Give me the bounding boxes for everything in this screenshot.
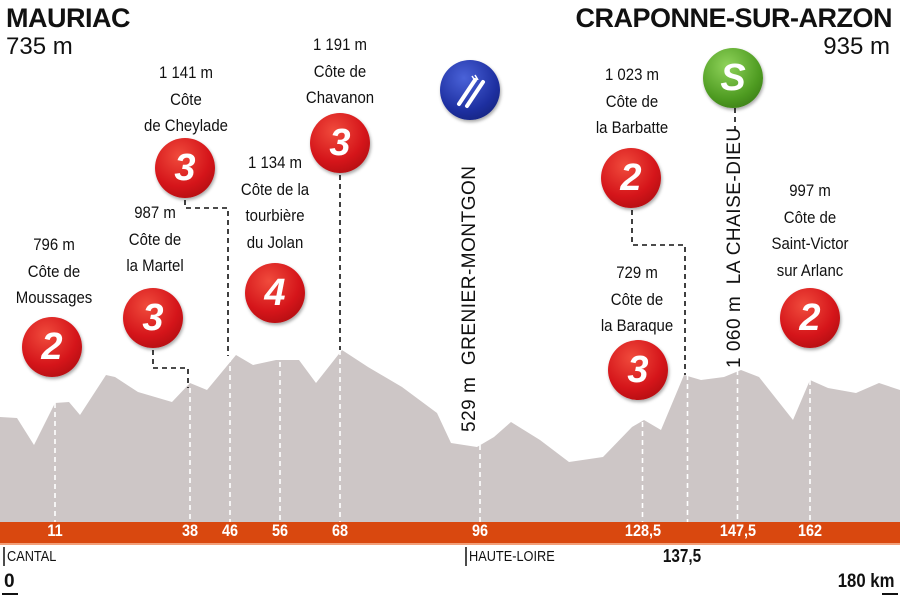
climb-label-martel: 987 m Côte de la Martel [126,203,184,275]
leader-barbatte [631,210,686,375]
climb-category-badge: 3 [123,288,183,348]
climb-label-jolan: 1 134 m Côte de la tourbière du Jolan [240,153,310,252]
km-label: 11 [47,521,63,540]
distance-bar [0,522,900,543]
km-label: 128,5 [624,521,661,540]
finish-city: CRAPONNE-SUR-ARZON [575,3,893,33]
climb-label-moussages: 796 m Côte de Moussages [15,235,93,307]
elevation-profile [0,350,900,522]
climb-category-badge: 3 [310,113,370,173]
finish-altitude: 935 m [823,33,890,60]
department-haute-loire: HAUTE-LOIRE [469,548,555,565]
climb-label-baraque: 729 m Côte de la Baraque [600,263,674,335]
km-label: 46 [221,521,239,540]
climb-category-badge: 3 [155,138,215,198]
sprint-label: 1 060 m LA CHAISE-DIEU [724,127,745,368]
axis-end: 180 km [837,571,894,592]
climb-label-chavanon: 1 191 m Côte de Chavanon [305,35,375,107]
leader-cheylade [184,200,229,356]
department-cantal: CANTAL [7,548,57,565]
leader-martel [152,350,189,388]
km-label: 162 [797,521,823,540]
climb-category-badge: 3 [608,340,668,400]
km-marker-lines [54,350,811,522]
start-city: MAURIAC [6,3,131,33]
climb-category-badge: 2 [601,148,661,208]
sprint-icon: S [703,48,763,108]
climb-category-badge: 4 [245,263,305,323]
km-label-137-5: 137,5 [662,546,702,566]
feed-zone-label: 529 m GRENIER-MONTGON [459,165,480,432]
km-label: 147,5 [719,521,756,540]
start-altitude: 735 m [6,33,73,60]
fork-knife-icon [440,60,500,120]
axis-start: 0 [4,571,15,592]
climb-label-cheylade: 1 141 m Côte de Cheylade [143,63,229,135]
leader-lines [152,108,736,388]
climb-label-saint-victor: 997 m Côte de Saint-Victor sur Arlanc [771,181,849,280]
km-label: 56 [271,521,289,540]
km-label: 68 [331,521,349,540]
km-label: 96 [471,521,489,540]
climb-category-badge: 2 [780,288,840,348]
climb-category-badge: 2 [22,317,82,377]
km-label: 38 [181,521,199,540]
climb-label-barbatte: 1 023 m Côte de la Barbatte [595,65,669,137]
